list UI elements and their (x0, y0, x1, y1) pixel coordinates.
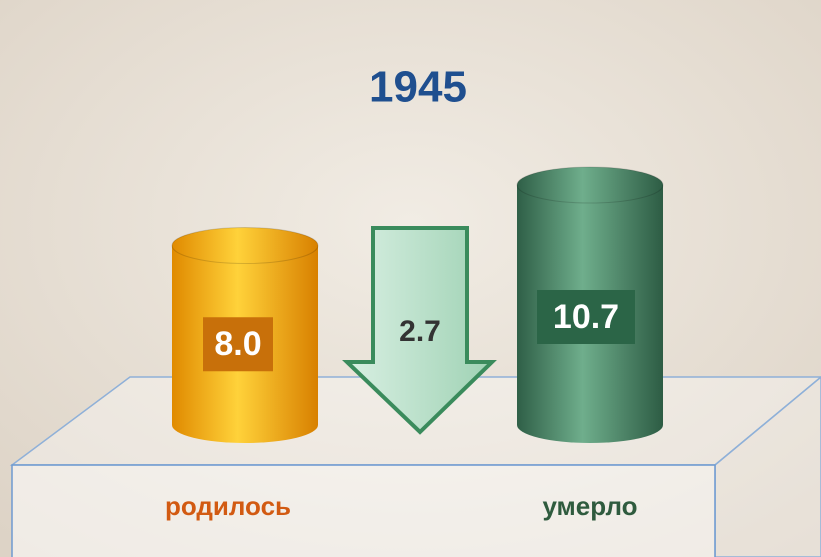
value-label: 10.7 (553, 298, 619, 336)
difference-label: 2.7 (399, 315, 441, 348)
arrow-shape (342, 226, 497, 435)
platform-front (11, 464, 716, 557)
value-label: 8.0 (214, 325, 261, 363)
category-label: умерло (542, 491, 637, 521)
cylinder-top (516, 166, 664, 204)
category-label: родилось (165, 491, 291, 521)
value-box (537, 290, 635, 344)
chart-title: 1945 (369, 63, 467, 112)
cylinder-top (171, 227, 319, 265)
difference-arrow (342, 226, 497, 435)
value-box (203, 317, 273, 372)
